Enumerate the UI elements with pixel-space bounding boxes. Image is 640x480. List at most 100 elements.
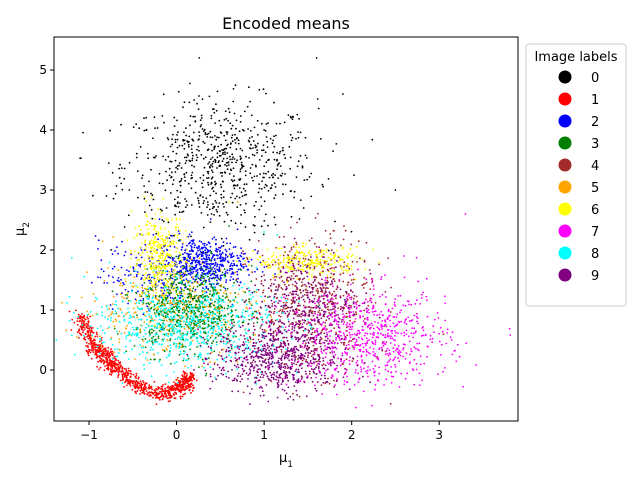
data-point	[94, 346, 97, 349]
data-point	[155, 230, 158, 233]
data-point	[255, 316, 258, 319]
data-point	[219, 165, 222, 167]
data-point	[174, 391, 176, 394]
data-point	[98, 368, 100, 371]
data-point	[200, 282, 203, 285]
data-point	[167, 221, 170, 224]
data-point	[185, 280, 188, 282]
data-point	[170, 243, 173, 245]
data-point	[183, 101, 186, 104]
data-point	[195, 274, 198, 277]
data-point	[161, 338, 164, 341]
data-point	[291, 118, 294, 121]
data-point	[419, 355, 422, 358]
data-point	[384, 336, 386, 339]
data-point	[365, 349, 368, 351]
data-point	[168, 230, 170, 233]
data-point	[215, 208, 218, 211]
data-point	[208, 303, 211, 306]
data-point	[209, 305, 212, 308]
data-point	[76, 317, 79, 320]
data-point	[346, 330, 348, 332]
data-point	[227, 143, 229, 146]
data-point	[204, 295, 206, 298]
data-point	[204, 251, 207, 254]
data-point	[122, 378, 125, 381]
data-point	[153, 304, 156, 306]
data-point	[248, 137, 251, 139]
data-point	[160, 301, 163, 304]
data-point	[222, 299, 224, 301]
data-point	[94, 300, 96, 302]
data-point	[184, 249, 187, 252]
data-point	[333, 379, 335, 382]
data-point	[303, 277, 306, 280]
data-point	[245, 155, 247, 158]
data-point	[76, 324, 79, 326]
data-point	[194, 115, 196, 118]
data-point	[195, 270, 198, 273]
data-point	[248, 238, 251, 241]
data-point	[146, 285, 149, 288]
data-point	[398, 349, 401, 352]
data-point	[239, 254, 242, 257]
data-point	[230, 347, 233, 350]
data-point	[224, 287, 227, 290]
data-point	[415, 299, 418, 302]
data-point	[176, 165, 179, 167]
data-point	[145, 302, 148, 305]
data-point	[148, 384, 151, 387]
data-point	[337, 255, 339, 258]
data-point	[191, 265, 193, 268]
data-point	[325, 319, 328, 322]
data-point	[288, 276, 291, 279]
data-point	[359, 310, 361, 313]
data-point	[178, 257, 181, 259]
data-point	[206, 243, 208, 246]
data-point	[154, 297, 157, 299]
data-point	[221, 260, 224, 262]
data-point	[388, 349, 391, 351]
data-point	[148, 315, 151, 318]
data-point	[297, 267, 300, 269]
data-point	[61, 301, 63, 304]
data-point	[227, 313, 230, 315]
data-point	[301, 261, 304, 263]
data-point	[164, 257, 167, 259]
data-point	[178, 202, 181, 205]
data-point	[365, 281, 368, 284]
data-point	[326, 276, 329, 279]
data-point	[183, 389, 186, 392]
data-point	[237, 277, 239, 280]
data-point	[112, 197, 115, 200]
data-point	[163, 303, 165, 306]
data-point	[153, 394, 156, 397]
data-point	[194, 191, 197, 194]
data-point	[224, 163, 226, 166]
data-point	[242, 263, 245, 266]
data-point	[282, 259, 285, 261]
data-point	[163, 282, 166, 284]
data-point	[178, 311, 180, 314]
data-point	[182, 385, 185, 388]
data-point	[147, 228, 150, 231]
data-point	[169, 277, 172, 279]
data-point	[201, 277, 203, 279]
data-point	[169, 160, 172, 163]
data-point	[130, 252, 132, 255]
data-point	[300, 268, 303, 271]
data-point	[347, 265, 350, 268]
data-point	[176, 202, 179, 205]
data-point	[206, 136, 209, 138]
data-point	[292, 392, 294, 395]
data-point	[387, 257, 390, 260]
data-point	[192, 270, 195, 273]
data-point	[191, 151, 194, 154]
data-point	[103, 282, 106, 284]
data-point	[187, 270, 189, 273]
data-point	[96, 365, 98, 368]
data-point	[148, 204, 151, 207]
data-point	[202, 130, 205, 133]
data-point	[70, 329, 73, 331]
data-point	[156, 308, 159, 310]
